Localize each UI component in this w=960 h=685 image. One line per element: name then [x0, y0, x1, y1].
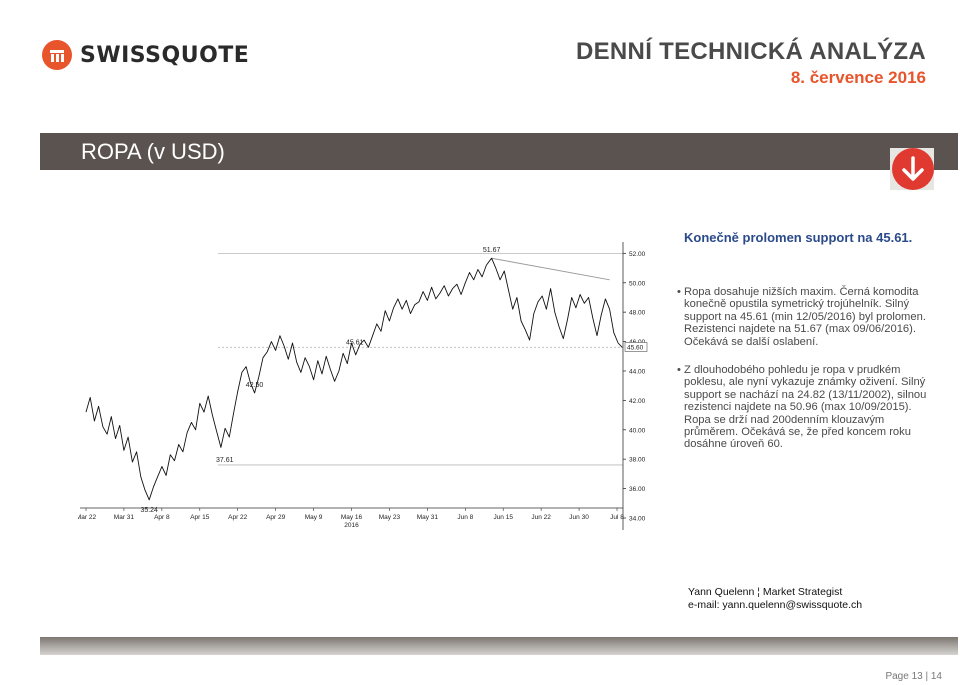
bullet-1-line-1: Ropa dosahuje nižších maxim. Černá komod…	[684, 286, 919, 298]
bullet-dot: •	[677, 286, 681, 298]
author-name: Yann Quelenn ¦ Market Strategist	[688, 586, 843, 598]
x-tick-label: Apr 15	[190, 514, 210, 521]
section-bar: ROPA (v USD)	[40, 133, 958, 170]
y-tick-label: 36.00	[629, 486, 646, 493]
bullet-2-line-6: průměrem. Očekává se, že před koncem rok…	[684, 426, 911, 439]
bullet-2-line-7: dosáhne úroveň 60.	[684, 438, 783, 451]
level-label: 45.61	[346, 339, 364, 346]
price-annotation: 51.67	[483, 247, 501, 254]
brand-name: SWISSQUOTE	[80, 42, 250, 68]
y-tick-label: 34.00	[629, 516, 646, 523]
trendline	[491, 257, 610, 281]
section-title: ROPA (v USD)	[81, 139, 225, 164]
x-tick-label: Jul 8	[610, 514, 624, 521]
x-tick-label: Jun 8	[457, 514, 473, 521]
author-block: Yann Quelenn ¦ Market Strategist e-mail:…	[688, 586, 862, 611]
bullet-2-line-4: rezistenci najdete na 50.96 (max 10/09/2…	[684, 401, 912, 414]
bullet-2-line-2: poklesu, ale nyní vykazuje známky oživen…	[684, 376, 926, 389]
last-price-label: 45.60	[627, 344, 644, 351]
y-tick-label: 44.00	[629, 368, 646, 375]
y-tick-label: 52.00	[629, 251, 646, 258]
y-tick-label: 38.00	[629, 457, 646, 464]
report-title: DENNÍ TECHNICKÁ ANALÝZA	[575, 38, 926, 65]
price-chart: 37.61 45.61 51.67 42.50 35.24 34.00 36.00 38.00…	[78, 242, 648, 530]
x-tick-label: Apr 22	[228, 514, 248, 521]
price-annotation: 42.50	[246, 382, 264, 389]
bullet-2-line-5: Ropa se drží nad 200denním klouzavým	[684, 413, 885, 426]
x-tick-label: Jun 22	[531, 514, 551, 521]
down-arrow-icon	[892, 148, 934, 190]
y-tick-label: 48.00	[629, 310, 646, 317]
commentary-bullet-2: • Z dlouhodobého pohledu je ropa v prudk…	[677, 364, 939, 451]
price-annotation: 35.24	[140, 507, 158, 514]
brand-logo: SWISSQUOTE	[42, 40, 249, 70]
swissquote-logo-icon	[42, 40, 72, 70]
last-price-box	[624, 342, 648, 352]
x-tick-label: May 16	[341, 514, 363, 521]
bullet-1-line-2: konečně opustila symetrický trojúhelník.…	[684, 298, 910, 311]
x-tick-label: May 9	[305, 514, 323, 521]
bullet-dot: •	[677, 364, 681, 376]
page-number: Page 13 | 14	[885, 671, 942, 682]
report-header: DENNÍ TECHNICKÁ ANALÝZA 8. července 2016	[576, 38, 926, 88]
x-tick-label: Apr 29	[266, 514, 286, 521]
commentary-headline: Konečně prolomen support na 45.61.	[684, 230, 913, 245]
author-email[interactable]: e-mail: yann.quelenn@swissquote.ch	[688, 598, 863, 611]
x-tick-label: Mar 31	[114, 514, 135, 521]
bullet-1-line-3: support na 45.61 (min 12/05/2016) byl pr…	[684, 310, 926, 323]
bullet-1-line-4: Rezistenci najdete na 51.67 (max 09/06/2…	[684, 323, 916, 336]
x-tick-label: May 31	[417, 514, 439, 521]
footer-band	[40, 637, 958, 655]
bullet-2-line-1: Z dlouhodobého pohledu je ropa v prudkém	[684, 364, 901, 376]
price-line	[85, 257, 623, 501]
commentary-bullet-1: • Ropa dosahuje nižších maxim. Černá kom…	[677, 286, 939, 348]
x-tick-label: Apr 8	[154, 514, 170, 521]
report-date: 8. července 2016	[790, 68, 926, 87]
bullet-2-line-3: support se nachází na 24.82 (13/11/2002)…	[684, 388, 927, 401]
x-tick-label: Jun 30	[569, 514, 589, 521]
x-year-label: 2016	[344, 522, 359, 529]
y-tick-label: 50.00	[629, 280, 646, 287]
x-tick-label: May 23	[379, 514, 401, 521]
bullet-1-line-5: Očekává se další oslabení.	[684, 335, 819, 348]
y-tick-label: 42.00	[629, 398, 646, 405]
level-label: 37.61	[216, 457, 234, 464]
x-tick-label: Mar 22	[78, 514, 96, 521]
y-tick-label: 40.00	[629, 427, 646, 434]
x-tick-label: Jun 15	[493, 514, 513, 521]
